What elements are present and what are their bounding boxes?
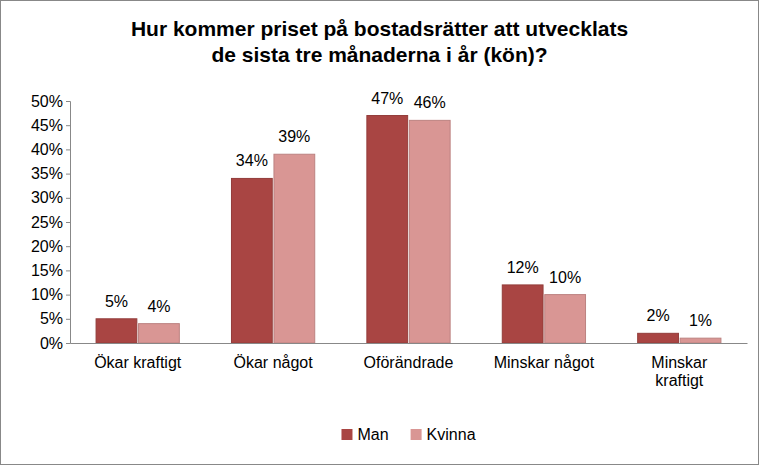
y-tick: 5% (40, 310, 70, 327)
y-axis: 0% 5% 10% 15% 20% 25% 30% 35% 40% 45% 50% (31, 93, 71, 352)
plot: 0% 5% 10% 15% 20% 25% 30% 35% 40% 45% 50% 5% 34% 47% 1… (31, 90, 748, 390)
y-tick: 30% (31, 189, 70, 206)
y-tick-mark (66, 246, 70, 247)
y-tick-mark (66, 222, 70, 223)
bar (638, 333, 679, 343)
x-tick: Minskar något (494, 343, 595, 371)
y-tick-mark (66, 101, 70, 102)
legend: Man Kvinna (341, 426, 475, 443)
y-tick: 40% (31, 141, 70, 158)
y-tick-mark (66, 125, 70, 126)
y-tick-label: 5% (40, 310, 63, 327)
y-tick: 45% (31, 117, 70, 134)
x-tick: Ökar kraftigt (94, 343, 182, 371)
y-tick-mark (66, 343, 70, 344)
x-tick: Oförändrade (364, 343, 454, 371)
y-tick: 50% (31, 93, 70, 110)
bar (367, 116, 408, 343)
chart-frame (1, 1, 759, 465)
y-tick-label: 20% (31, 238, 63, 255)
y-tick-label: 35% (31, 165, 63, 182)
y-axis-line (66, 102, 71, 344)
data-label: 39% (278, 128, 310, 145)
y-tick-label: 50% (31, 93, 63, 110)
chart: Hur kommer priset på bostadsrätter att u… (0, 0, 759, 465)
y-tick-label: 40% (31, 141, 63, 158)
y-tick-mark (66, 149, 70, 150)
y-tick-label: 0% (40, 335, 63, 352)
data-label: 34% (236, 152, 268, 169)
y-tick: 35% (31, 165, 70, 182)
x-axis-line (71, 343, 748, 344)
data-label: 1% (689, 312, 712, 329)
bar (274, 154, 315, 343)
data-label: 10% (549, 269, 581, 286)
legend-swatch (411, 429, 422, 440)
y-tick-mark (66, 174, 70, 175)
data-label: 4% (147, 298, 170, 315)
x-tick-label: Ökar kraftigt (94, 354, 182, 371)
bars (96, 116, 721, 343)
x-tick-label: Oförändrade (364, 354, 454, 371)
bar (139, 324, 180, 343)
legend-label: Man (357, 426, 388, 443)
data-label: 2% (646, 307, 669, 324)
x-tick-label: Minskarkraftigt (651, 354, 708, 389)
y-tick-mark (66, 295, 70, 296)
y-tick-label: 10% (31, 286, 63, 303)
data-label: 12% (507, 259, 539, 276)
data-labels: 5% 34% 47% 12% 2% 4% 39% 46% 10% 1% (105, 90, 712, 330)
y-tick-label: 25% (31, 214, 63, 231)
y-tick-label: 45% (31, 117, 63, 134)
data-label: 5% (105, 293, 128, 310)
x-tick: Minskarkraftigt (651, 343, 708, 389)
bar (680, 338, 721, 343)
y-tick: 15% (31, 262, 70, 279)
bar (502, 285, 543, 343)
bar (545, 295, 586, 343)
y-tick-label: 15% (31, 262, 63, 279)
x-axis: Ökar kraftigt Ökar något Oförändrade Minska… (71, 343, 748, 389)
bar (96, 319, 137, 343)
y-tick: 0% (40, 335, 70, 352)
legend-item: Kvinna (411, 426, 476, 443)
legend-item: Man (341, 426, 388, 443)
y-tick-mark (66, 198, 70, 199)
y-tick-mark (66, 319, 70, 320)
legend-label: Kvinna (427, 426, 476, 443)
x-tick-label: Ökar något (234, 354, 314, 371)
y-tick: 20% (31, 238, 70, 255)
data-label: 46% (414, 94, 446, 111)
bar (409, 120, 450, 343)
legend-swatch (341, 429, 352, 440)
y-tick: 10% (31, 286, 70, 303)
data-label: 47% (371, 90, 403, 107)
y-tick-mark (66, 270, 70, 271)
y-tick: 25% (31, 214, 70, 231)
x-tick-label: Minskar något (494, 354, 595, 371)
y-tick-label: 30% (31, 189, 63, 206)
title: Hur kommer priset på bostadsrätter att u… (131, 17, 628, 66)
x-tick: Ökar något (234, 343, 314, 371)
bar (231, 178, 272, 343)
